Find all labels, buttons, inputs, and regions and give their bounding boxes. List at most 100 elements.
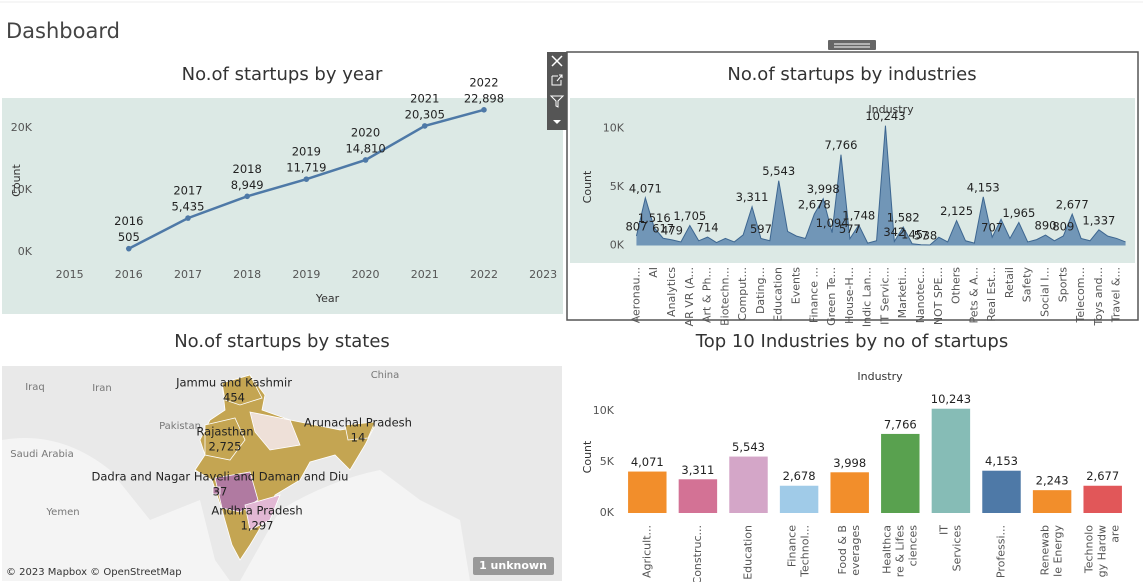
menu-icon[interactable] xyxy=(553,120,561,124)
chart-title: No.of startups by year xyxy=(182,64,383,85)
x-tick-label: Marketi... xyxy=(896,267,909,318)
x-tick-label: Renewab xyxy=(1039,525,1052,575)
data-label-x: 2017 xyxy=(173,184,202,198)
state-value: 2,725 xyxy=(209,440,242,454)
x-tick-label: le Energy xyxy=(1052,525,1065,577)
x-tick-label: Technolo xyxy=(1083,525,1096,574)
y-tick-label: 0K xyxy=(600,506,615,519)
bar xyxy=(1032,490,1072,513)
data-label: 10,243 xyxy=(931,392,971,406)
data-label: 1,582 xyxy=(887,210,920,224)
data-label-x: 2019 xyxy=(292,145,321,159)
x-tick-label: 2019 xyxy=(292,268,320,281)
area-line xyxy=(635,125,1126,246)
data-label: 7,766 xyxy=(884,417,917,431)
data-label: 342 xyxy=(883,225,905,239)
data-label-x: 2016 xyxy=(114,214,143,228)
x-tick-label: Biotechn... xyxy=(718,267,731,326)
chart-title: No.of startups by states xyxy=(174,331,390,352)
y-tick-label: 10K xyxy=(603,122,625,135)
attribution: © 2023 Mapbox © OpenStreetMap xyxy=(6,567,182,578)
x-tick-label: Travel &... xyxy=(1110,267,1123,323)
filter-icon[interactable] xyxy=(549,95,565,108)
state xyxy=(344,421,376,441)
data-label: 1,337 xyxy=(1082,213,1115,227)
place-label: Saudi Arabia xyxy=(10,449,73,460)
state-name: Dadra and Nagar Haveli and Daman and Diu xyxy=(92,470,349,484)
y-tick-label: 10K xyxy=(593,404,615,417)
x-tick-label: 2017 xyxy=(174,268,202,281)
x-tick-label: Real Est... xyxy=(985,267,998,322)
x-tick-label: AR VR (A... xyxy=(683,267,696,326)
x-tick-label: Indic Lan... xyxy=(861,267,874,327)
grab-handle[interactable] xyxy=(828,40,876,50)
point xyxy=(125,245,132,252)
data-label: 714 xyxy=(697,221,719,235)
x-tick-label: Social I... xyxy=(1039,267,1052,317)
x-tick-label: Education xyxy=(742,525,755,580)
line-panel-bg xyxy=(2,98,563,314)
bar xyxy=(628,471,667,513)
bar xyxy=(779,485,819,513)
x-tick-label: Education xyxy=(772,267,785,322)
x-tick-label: 2018 xyxy=(233,268,261,281)
x-tick-label: 2023 xyxy=(529,268,557,281)
data-label: 1,516 xyxy=(638,211,671,225)
data-label: 1,748 xyxy=(842,209,875,223)
data-label: 577 xyxy=(839,222,861,236)
x-tick-label: Analytics xyxy=(665,267,678,317)
x-tick-label: Finance xyxy=(786,525,799,567)
bar xyxy=(678,479,718,513)
x-tick-label: Green Te... xyxy=(825,267,838,326)
data-label-x: 2018 xyxy=(233,162,262,176)
data-label: 2,125 xyxy=(940,204,973,218)
x-tick-label: AI xyxy=(647,267,660,278)
data-label: 8,949 xyxy=(231,178,264,192)
state-value: 14 xyxy=(351,431,366,445)
data-label: 5,543 xyxy=(762,164,795,178)
point xyxy=(185,215,191,221)
toolbar xyxy=(547,52,567,130)
x-tick-label: are xyxy=(1109,525,1122,543)
close-icon[interactable] xyxy=(551,55,563,67)
x-tick-label: IT Servic... xyxy=(878,267,891,325)
data-label: 1,965 xyxy=(1002,206,1035,220)
data-label: 4,153 xyxy=(985,454,1018,468)
state-name: Jammu and Kashmir xyxy=(175,376,292,390)
y-tick-label: 10K xyxy=(11,183,33,196)
map xyxy=(2,366,562,581)
bar xyxy=(1083,485,1122,513)
selected-panel-border xyxy=(566,51,1139,321)
point xyxy=(481,107,487,113)
state-value: 1,297 xyxy=(241,519,274,533)
x-tick-label: Safety xyxy=(1021,267,1034,303)
point xyxy=(362,157,369,163)
place-label: Yemen xyxy=(45,507,79,518)
data-label: 5,543 xyxy=(732,440,765,454)
y-tick-label: 20K xyxy=(11,121,33,134)
x-tick-label: everages xyxy=(849,525,862,576)
x-tick-label: 2022 xyxy=(470,268,498,281)
x-tick-label: Sports xyxy=(1056,267,1069,303)
point xyxy=(244,193,250,200)
x-tick-label: Technol... xyxy=(799,525,812,578)
popout-icon[interactable] xyxy=(551,74,563,86)
x-tick-label: Retail xyxy=(1003,267,1016,298)
sea xyxy=(240,470,470,581)
y-tick-label: 5K xyxy=(610,180,625,193)
x-tick-label: Agricult... xyxy=(640,525,653,578)
place-label: China xyxy=(371,370,400,381)
x-tick-label: Nanotec... xyxy=(914,267,927,323)
sea xyxy=(2,438,230,581)
state-name: Andhra Pradesh xyxy=(211,504,302,518)
y-axis-title: Count xyxy=(581,440,594,473)
data-label-x: 2022 xyxy=(469,75,498,89)
header: Industry xyxy=(868,103,914,116)
data-label: 4,071 xyxy=(629,181,662,195)
x-tick-label: Food & B xyxy=(836,525,849,575)
x-tick-label: 2016 xyxy=(115,268,143,281)
x-tick-label: Art & Ph... xyxy=(701,267,714,323)
state xyxy=(221,374,263,406)
state xyxy=(204,417,246,461)
y-axis-title: Count xyxy=(10,163,23,196)
